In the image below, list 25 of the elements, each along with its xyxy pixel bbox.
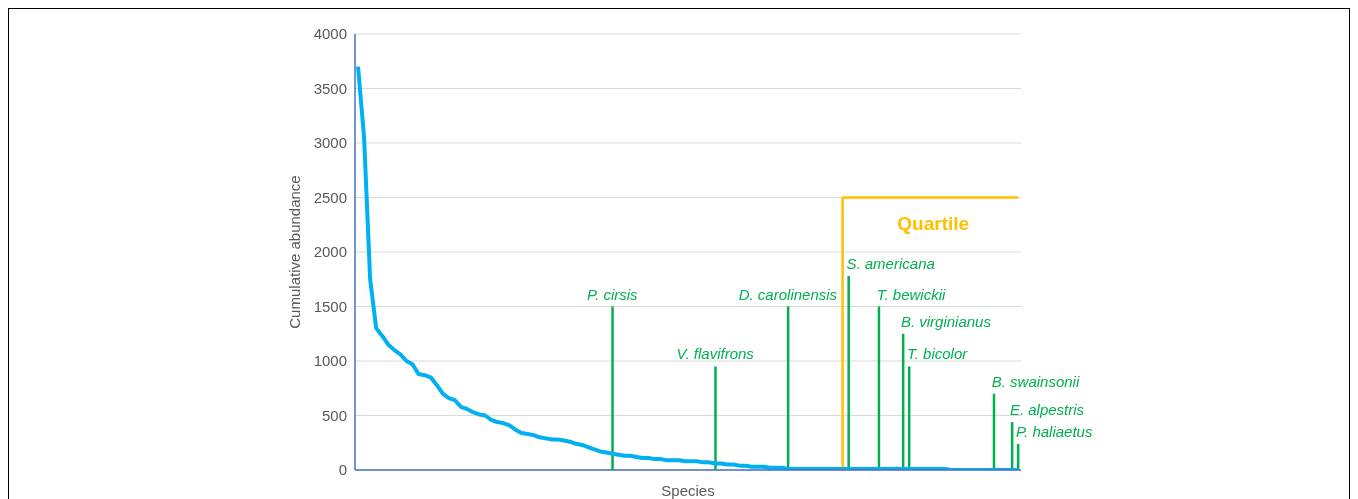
- annotation: D. carolinensis: [738, 285, 838, 303]
- annotation: P. haliaetus: [1015, 422, 1093, 440]
- y-tick-label: 3500: [313, 79, 347, 97]
- y-tick-label: 1500: [313, 297, 347, 315]
- y-tick-label: 4000: [313, 25, 347, 43]
- bar: [847, 275, 850, 470]
- annotation: B. virginianus: [900, 312, 992, 330]
- y-axis-title: Cumulative abundance: [286, 175, 304, 329]
- annotation: T. bewickii: [876, 285, 947, 303]
- annotation: V. flavifrons: [676, 345, 755, 363]
- y-tick-label: 1000: [313, 352, 347, 370]
- y-tick-label: 3000: [313, 134, 347, 152]
- y-tick-label: 0: [338, 461, 347, 479]
- annotation: P. cirsis: [587, 285, 639, 303]
- y-tick-label: 500: [321, 406, 347, 424]
- y-tick-label: 2000: [313, 243, 347, 261]
- annotation: B. swainsonii: [991, 372, 1080, 390]
- bar: [611, 306, 614, 470]
- annotation: Quartile: [897, 212, 970, 234]
- x-axis-title: Species: [661, 482, 715, 499]
- annotation: S. americana: [846, 254, 935, 272]
- bar: [714, 366, 717, 470]
- annotation: T. bicolor: [906, 345, 969, 363]
- annotation: E. alpestris: [1009, 401, 1085, 419]
- y-tick-label: 2500: [313, 188, 347, 206]
